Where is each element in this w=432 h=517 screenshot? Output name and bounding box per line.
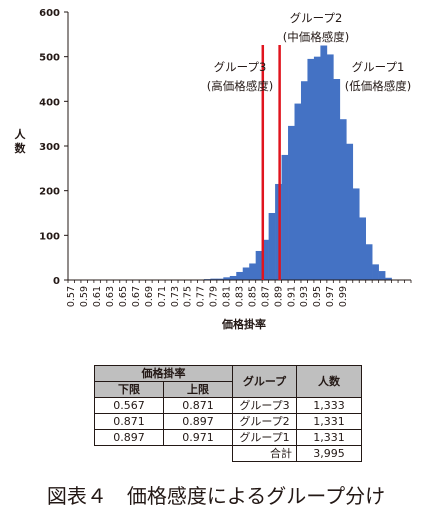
histogram-bar	[333, 79, 341, 280]
histogram-bar	[262, 239, 269, 280]
y-tick-label: 200	[39, 187, 60, 198]
header-price-rate: 価格掛率	[94, 365, 233, 382]
x-tick-label: 0.79	[209, 286, 220, 307]
y-tick-label: 400	[39, 97, 60, 108]
x-tick-label: 0.91	[286, 286, 297, 307]
histogram-bar	[216, 278, 224, 280]
header-count: 人数	[296, 365, 362, 398]
y-tick-label: 300	[39, 142, 60, 153]
histogram-bar	[385, 277, 392, 280]
histogram-bar	[229, 275, 237, 280]
x-tick-label: 0.61	[92, 286, 103, 307]
cell-count: 1,331	[296, 413, 362, 430]
x-tick-label: 0.71	[157, 286, 168, 307]
x-tick-label: 0.63	[105, 286, 116, 307]
annotation-group1-subtitle: (低価格感度)	[345, 79, 411, 93]
x-tick-label: 0.85	[247, 286, 258, 307]
histogram-bar	[236, 271, 244, 280]
figure-caption: 図表４ 価格感度によるグループ分け	[46, 484, 386, 508]
x-tick-label: 0.67	[131, 286, 142, 307]
y-axis-label-char: 人	[15, 127, 27, 141]
histogram-bar	[223, 277, 231, 280]
x-tick-label: 0.87	[260, 286, 271, 307]
group-table-wrapper: 価格掛率 グループ 人数 下限 上限 0.567 0.871 グループ3 1,3…	[94, 365, 362, 462]
histogram-bar	[249, 263, 256, 280]
y-axis-label: 人数	[15, 127, 27, 155]
cell-upper: 0.897	[163, 413, 233, 430]
cell-group: グループ3	[232, 397, 297, 414]
x-axis-label: 価格掛率	[221, 317, 266, 331]
x-tick-label: 0.69	[144, 286, 155, 307]
table-row: 0.871 0.897 グループ2 1,331	[94, 413, 362, 430]
x-tick-label: 0.81	[222, 286, 233, 307]
annotation-group2-subtitle: (中価格感度)	[283, 30, 349, 44]
cell-count: 1,331	[296, 429, 362, 446]
total-value: 3,995	[296, 445, 362, 462]
y-axis: 0 100 200 300 400 500 600	[39, 8, 69, 287]
histogram-bar	[281, 154, 289, 280]
histogram-bar	[307, 58, 315, 281]
x-tick-label: 0.99	[338, 286, 349, 307]
x-tick-label: 0.75	[183, 286, 194, 307]
x-tick-label: 0.95	[312, 286, 323, 307]
y-tick-label: 100	[39, 231, 60, 242]
annotation-group3-title: グループ3	[214, 60, 267, 74]
histogram-bar	[294, 103, 302, 280]
header-lower: 下限	[94, 381, 164, 398]
annotation-group3-subtitle: (高価格感度)	[207, 79, 273, 93]
histogram-bar	[378, 271, 386, 280]
cell-upper: 0.971	[163, 429, 233, 446]
histogram-bar	[255, 250, 263, 280]
cell-count: 1,333	[296, 397, 362, 414]
y-tick-label: 0	[53, 276, 60, 287]
histogram-bar	[352, 188, 360, 280]
annotation-group2-title: グループ2	[290, 11, 343, 25]
x-tick-label: 0.65	[118, 286, 129, 307]
cell-lower: 0.871	[94, 413, 164, 430]
histogram-bar	[326, 54, 334, 280]
x-tick-label: 0.97	[325, 286, 336, 307]
group-table: 価格掛率 グループ 人数 下限 上限 0.567 0.871 グループ3 1,3…	[94, 365, 362, 462]
cell-group: グループ2	[232, 413, 297, 430]
histogram-bar	[300, 81, 308, 280]
header-group: グループ	[232, 365, 297, 398]
x-tick-label: 0.77	[196, 286, 207, 307]
x-tick-label: 0.73	[170, 286, 181, 307]
histogram-bar	[210, 278, 218, 280]
table-header-row: 価格掛率 グループ 人数	[94, 365, 362, 398]
total-label: 合計	[232, 445, 297, 462]
histogram-bar	[339, 119, 347, 280]
y-tick-label: 600	[39, 8, 60, 19]
y-axis-label-char: 数	[15, 141, 27, 155]
x-tick-label: 0.83	[235, 286, 246, 307]
histogram-bar	[372, 264, 379, 280]
cell-lower: 0.567	[94, 397, 164, 414]
histogram-bar	[320, 45, 328, 280]
x-tick-label: 0.93	[299, 286, 310, 307]
x-tick-label: 0.59	[79, 286, 90, 307]
y-tick-label: 500	[39, 53, 60, 64]
total-spacer	[95, 446, 233, 462]
histogram-chart: 0 100 200 300 400 500 600 0.57 0.59 0.61 0.63 0.65…	[15, 8, 412, 331]
table-total-row: 合計 3,995	[95, 445, 362, 462]
histogram-bar	[288, 125, 295, 281]
cell-group: グループ1	[232, 429, 297, 446]
histogram-bar	[268, 213, 276, 280]
table-row: 0.897 0.971 グループ1 1,331	[94, 429, 362, 446]
histogram-bar	[359, 217, 366, 280]
x-axis: 0.57 0.59 0.61 0.63 0.65 0.67 0.69 0.71 0.73 0.75…	[66, 279, 412, 307]
histogram-bar	[242, 267, 250, 280]
annotation-group1-title: グループ1	[352, 60, 405, 74]
cell-lower: 0.897	[94, 429, 164, 446]
group-dividers	[261, 45, 281, 280]
table-row: 0.567 0.871 グループ3 1,333	[94, 397, 362, 414]
histogram-bar	[313, 56, 321, 280]
histogram-bar	[365, 244, 373, 280]
histogram-bar	[346, 143, 354, 280]
x-tick-label: 0.57	[66, 286, 77, 307]
cell-upper: 0.871	[163, 397, 233, 414]
header-upper: 上限	[163, 381, 233, 398]
x-tick-label: 0.89	[273, 286, 284, 307]
